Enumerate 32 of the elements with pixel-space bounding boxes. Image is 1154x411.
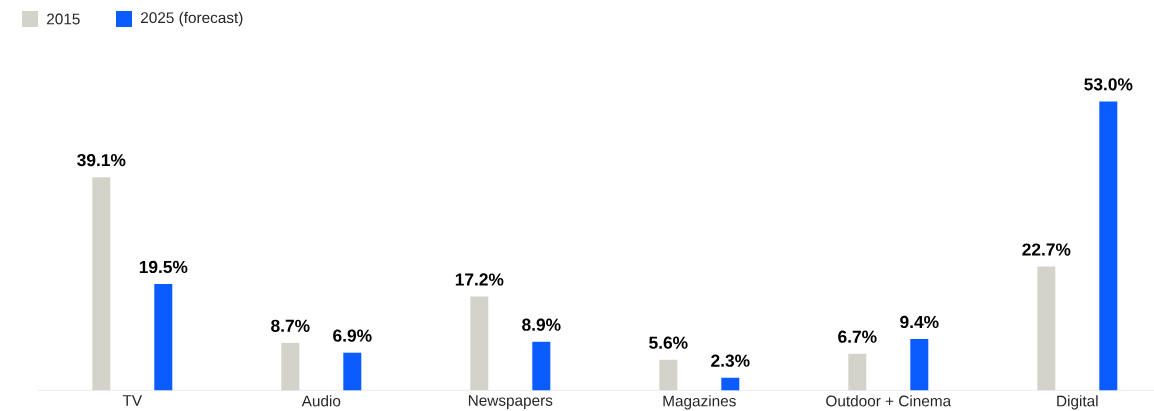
bar: [154, 284, 173, 391]
legend-label: 2015: [47, 13, 80, 25]
bar: [721, 377, 740, 391]
x-tick-label: Outdoor + Cinema: [826, 395, 952, 407]
bar: [470, 296, 489, 391]
x-tick-label: Newspapers: [468, 395, 553, 409]
data-label: 5.6%: [649, 336, 688, 349]
x-tick-label: Audio: [301, 395, 341, 407]
data-label: 6.7%: [838, 330, 877, 343]
bar: [92, 177, 111, 391]
x-tick-label: Digital: [1057, 395, 1098, 410]
bar: [1037, 266, 1056, 391]
data-label: 9.4%: [900, 315, 939, 329]
bar: [910, 339, 929, 391]
data-label: 53.0%: [1084, 78, 1133, 91]
data-label: 39.1%: [77, 153, 126, 167]
data-label: 22.7%: [1022, 243, 1071, 256]
bar: [281, 342, 300, 391]
legend-label: 2025 (forecast): [141, 11, 243, 27]
data-label: 6.9%: [333, 329, 372, 342]
bar: [532, 341, 551, 391]
data-label: 2.3%: [711, 354, 750, 367]
data-label: 19.5%: [139, 260, 188, 274]
bar: [659, 359, 678, 391]
x-tick-label: TV: [122, 395, 143, 406]
bar: [848, 353, 867, 391]
x-tick-label: Magazines: [663, 395, 736, 410]
bar: [343, 352, 362, 391]
data-label: 8.9%: [522, 318, 561, 331]
bar: [1099, 101, 1118, 391]
data-label: 17.2%: [455, 273, 504, 286]
data-label: 8.7%: [271, 319, 310, 332]
